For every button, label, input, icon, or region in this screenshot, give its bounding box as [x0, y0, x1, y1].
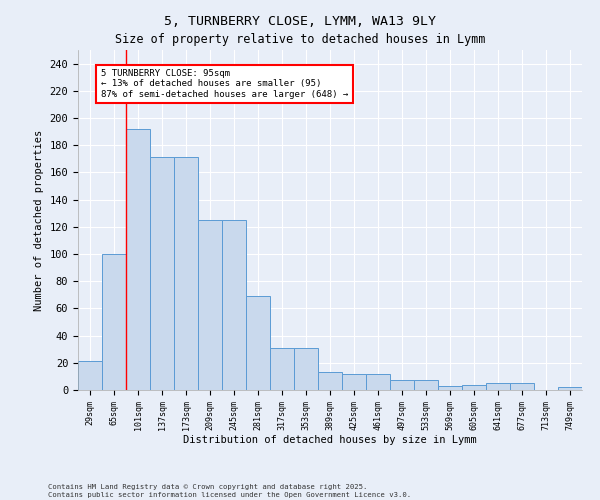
Bar: [342, 374, 366, 390]
Bar: [246, 296, 270, 390]
Bar: [510, 383, 534, 390]
Bar: [318, 372, 342, 390]
Bar: [222, 220, 246, 390]
Text: Size of property relative to detached houses in Lymm: Size of property relative to detached ho…: [115, 32, 485, 46]
Bar: [438, 386, 462, 390]
Bar: [150, 158, 174, 390]
Bar: [102, 254, 126, 390]
Bar: [174, 158, 198, 390]
Bar: [270, 348, 294, 390]
Bar: [558, 388, 582, 390]
Bar: [366, 374, 390, 390]
Bar: [198, 220, 222, 390]
Bar: [294, 348, 318, 390]
Bar: [390, 380, 414, 390]
Bar: [414, 380, 438, 390]
Text: 5, TURNBERRY CLOSE, LYMM, WA13 9LY: 5, TURNBERRY CLOSE, LYMM, WA13 9LY: [164, 15, 436, 28]
Bar: [462, 384, 486, 390]
Y-axis label: Number of detached properties: Number of detached properties: [34, 130, 44, 310]
Text: Contains HM Land Registry data © Crown copyright and database right 2025.
Contai: Contains HM Land Registry data © Crown c…: [48, 484, 411, 498]
Bar: [126, 129, 150, 390]
Text: 5 TURNBERRY CLOSE: 95sqm
← 13% of detached houses are smaller (95)
87% of semi-d: 5 TURNBERRY CLOSE: 95sqm ← 13% of detach…: [101, 69, 348, 99]
Bar: [486, 383, 510, 390]
X-axis label: Distribution of detached houses by size in Lymm: Distribution of detached houses by size …: [183, 436, 477, 446]
Bar: [78, 362, 102, 390]
